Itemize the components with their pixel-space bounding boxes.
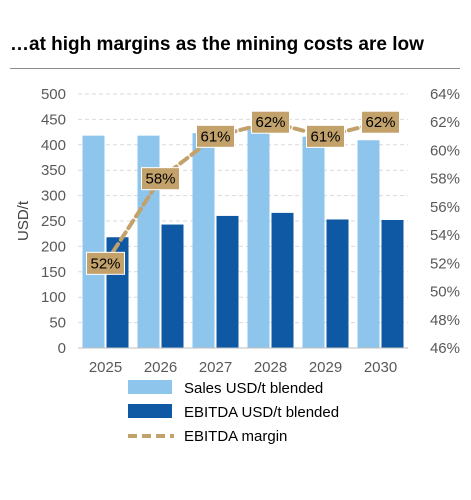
margin-data-label: 61% xyxy=(200,128,230,145)
legend-label: Sales USD/t blended xyxy=(184,380,323,397)
y-tick-label: 100 xyxy=(41,289,66,306)
y-tick-label: 400 xyxy=(41,137,66,154)
x-tick-label: 2028 xyxy=(254,359,287,376)
y2-tick-label: 58% xyxy=(430,171,460,188)
ebitda-bar xyxy=(161,224,184,348)
chart-title: …at high margins as the mining costs are… xyxy=(10,34,424,55)
y2-tick-label: 64% xyxy=(430,86,460,103)
y-tick-label: 250 xyxy=(41,213,66,230)
margin-label-box xyxy=(196,124,235,148)
legend-swatch-ebitda xyxy=(128,404,172,418)
y-tick-label: 450 xyxy=(41,111,66,128)
x-tick-label: 2030 xyxy=(364,359,397,376)
x-tick-label: 2027 xyxy=(199,359,232,376)
y2-tick-label: 62% xyxy=(430,114,460,131)
ebitda-bar xyxy=(271,212,294,348)
y-axis-title: USD/t xyxy=(15,200,32,241)
legend-swatch-sales xyxy=(128,380,172,394)
x-tick-label: 2025 xyxy=(89,359,122,376)
y-tick-label: 50 xyxy=(49,315,66,332)
margin-label-box xyxy=(361,110,400,134)
y-tick-label: 200 xyxy=(41,238,66,255)
y2-tick-label: 60% xyxy=(430,142,460,159)
axes: 0 50 100 150 200 250 300 350 400 450 500 46% 48% 50% 5… xyxy=(15,86,460,376)
sales-bar xyxy=(82,135,105,348)
y2-tick-label: 48% xyxy=(430,312,460,329)
margin-data-label: 58% xyxy=(145,171,175,188)
margin-label-box xyxy=(86,251,125,275)
margin-label-box xyxy=(141,167,180,191)
ebitda-bar xyxy=(216,215,239,348)
margin-data-label: 52% xyxy=(90,255,120,272)
title-divider xyxy=(10,68,460,69)
y-tick-label: 300 xyxy=(41,188,66,205)
data-labels: 52% 58% 61% 62% 61% 62% xyxy=(86,110,400,275)
legend-label: EBITDA margin xyxy=(184,428,287,445)
grid-lines xyxy=(78,93,408,324)
margin-data-label: 62% xyxy=(255,114,285,131)
y-tick-label: 500 xyxy=(41,86,66,103)
margin-label-box xyxy=(306,124,345,148)
sales-bar xyxy=(302,136,325,348)
y-tick-label: 0 xyxy=(58,340,66,357)
ebitda-bar xyxy=(326,219,349,348)
y-tick-label: 350 xyxy=(41,162,66,179)
y2-tick-label: 54% xyxy=(430,227,460,244)
y2-tick-label: 52% xyxy=(430,255,460,272)
x-tick-label: 2029 xyxy=(309,359,342,376)
sales-bar xyxy=(192,133,215,348)
margin-data-label: 61% xyxy=(310,128,340,145)
y2-tick-label: 56% xyxy=(430,199,460,216)
y2-tick-label: 46% xyxy=(430,340,460,357)
y-tick-label: 150 xyxy=(41,264,66,281)
margin-data-label: 62% xyxy=(365,114,395,131)
y2-tick-label: 50% xyxy=(430,284,460,301)
legend: Sales USD/t blended EBITDA USD/t blended E… xyxy=(128,380,339,445)
sales-bar xyxy=(247,129,270,348)
x-tick-label: 2026 xyxy=(144,359,177,376)
margin-label-box xyxy=(251,110,290,134)
sales-bar xyxy=(357,140,380,348)
ebitda-bar xyxy=(381,219,404,348)
legend-label: EBITDA USD/t blended xyxy=(184,404,339,421)
bar-series xyxy=(82,129,404,348)
